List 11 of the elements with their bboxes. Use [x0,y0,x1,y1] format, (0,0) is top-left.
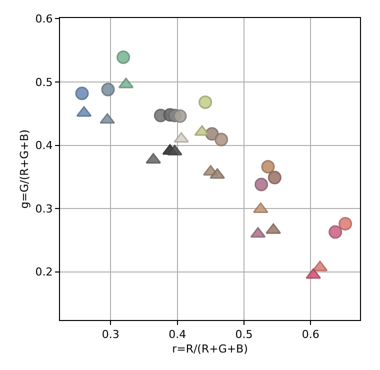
y-tick-label: 0.2 [35,266,53,279]
x-axis-title: r=R/(R+G+B) [172,342,248,356]
y-tick-label: 0.5 [35,76,53,89]
y-tick-label: 0.3 [35,202,53,216]
y-axis-title: g=G/(R+G+B) [18,129,31,209]
x-tick-label: 0.3 [102,328,120,342]
x-tick-label: 0.6 [302,328,320,342]
y-tick-label: 0.6 [35,12,53,26]
x-tick-label: 0.4 [168,328,186,342]
y-tick-label: 0.4 [35,139,53,152]
x-tick-label: 0.5 [235,328,253,342]
